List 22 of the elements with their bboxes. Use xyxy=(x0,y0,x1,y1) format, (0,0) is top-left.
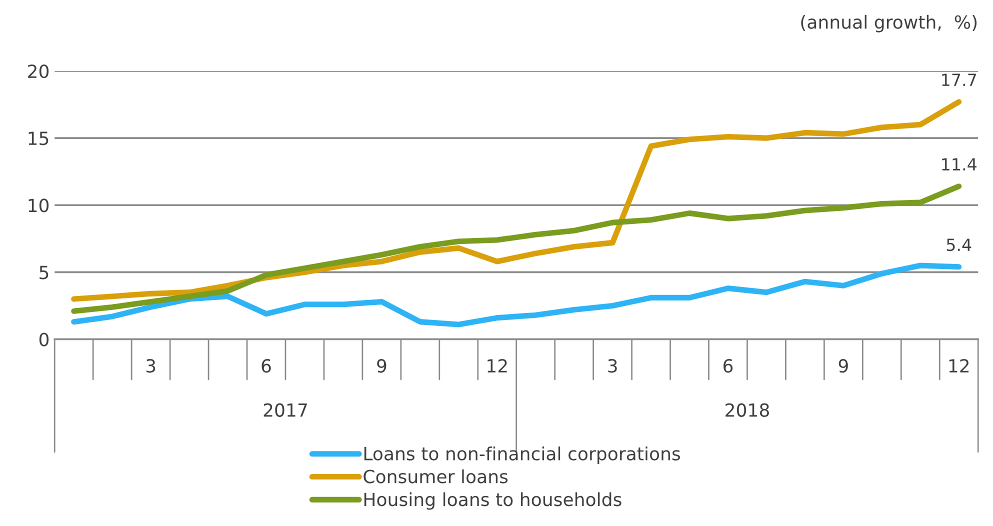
text: 2018 xyxy=(726,403,769,417)
legend-label: Housing loans to households xyxy=(364,492,622,510)
y-tick-label: 20 xyxy=(28,64,49,78)
y-tick-label: 15 xyxy=(28,132,48,146)
x-tick-label: 6 xyxy=(724,359,733,373)
x-tick-label: 12 xyxy=(949,359,969,372)
y-tick-label: 5 xyxy=(40,266,48,280)
data-label: 11.4 xyxy=(942,158,976,170)
legend-label: Consumer loans xyxy=(364,469,508,484)
x-tick-label: 6 xyxy=(262,359,271,373)
text: 2017 xyxy=(264,403,307,417)
data-label: 17.7 xyxy=(942,74,976,86)
y-tick-label: 10 xyxy=(28,198,49,212)
x-tick-label: 9 xyxy=(377,359,386,373)
data-label: 5.4 xyxy=(946,238,972,252)
legend-label: Loans to non-financial corporations xyxy=(364,446,680,464)
x-tick-label: 3 xyxy=(146,359,156,373)
y-axis-title: (annual growth, %) xyxy=(801,14,977,32)
y-tick-label: 0 xyxy=(39,332,49,346)
x-tick-label: 3 xyxy=(608,359,617,373)
x-tick-label: 9 xyxy=(838,359,848,373)
x-tick-label: 12 xyxy=(488,359,507,372)
